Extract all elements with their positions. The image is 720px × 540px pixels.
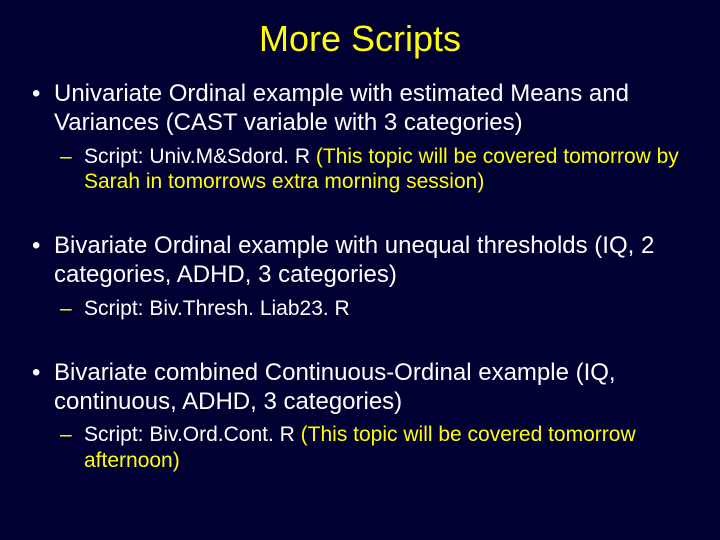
slide-title: More Scripts — [28, 18, 692, 60]
script-label-3: Script: Biv.Ord.Cont. R — [84, 423, 301, 446]
main-bullet-list: Univariate Ordinal example with estimate… — [28, 80, 692, 473]
sub-item-2: Script: Biv.Thresh. Liab23. R — [28, 296, 692, 321]
bullet-item-2: Bivariate Ordinal example with unequal t… — [28, 232, 692, 290]
script-label-1: Script: Univ.M&Sdord. R — [84, 145, 316, 168]
script-label-2: Script: Biv.Thresh. Liab23. R — [84, 297, 350, 320]
sub-item-1: Script: Univ.M&Sdord. R (This topic will… — [28, 144, 692, 194]
sub-list-2: Script: Biv.Thresh. Liab23. R — [28, 296, 692, 321]
sub-item-3: Script: Biv.Ord.Cont. R (This topic will… — [28, 422, 692, 472]
sub-list-3: Script: Biv.Ord.Cont. R (This topic will… — [28, 422, 692, 472]
sub-list-1: Script: Univ.M&Sdord. R (This topic will… — [28, 144, 692, 194]
bullet-item-3: Bivariate combined Continuous-Ordinal ex… — [28, 359, 692, 417]
bullet-item-1: Univariate Ordinal example with estimate… — [28, 80, 692, 138]
